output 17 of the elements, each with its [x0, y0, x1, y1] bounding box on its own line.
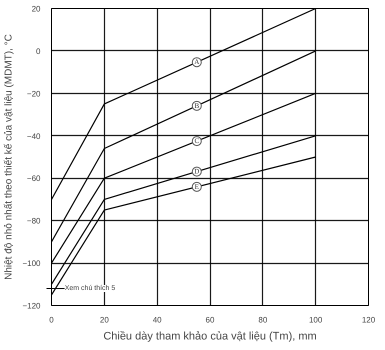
y-tick-label: 20: [32, 4, 42, 14]
y-tick-label: −40: [26, 132, 42, 141]
x-tick-label: 0: [49, 316, 54, 324]
y-tick-label: −60: [26, 174, 42, 184]
x-tick-label: 40: [152, 316, 162, 324]
y-tick-label: −20: [26, 89, 42, 98]
y-tick-label: 0: [36, 46, 42, 56]
y-axis-title: Nhiệt độ nhỏ nhất theo thiết kế của vật liệu (MDMT), °C: [3, 34, 14, 280]
x-tick-label: 100: [308, 316, 323, 324]
x-tick-label: 60: [206, 316, 215, 324]
y-tick-label: −100: [22, 259, 42, 268]
y-tick-label: −80: [26, 216, 42, 226]
x-tick-label: 80: [258, 316, 268, 324]
x-tick-label: 120: [362, 316, 376, 324]
y-tick-label: −120: [22, 302, 42, 310]
x-tick-label: 20: [100, 316, 110, 324]
x-axis-title: Chiều dày tham khảo của vật liệu (Tm), mm: [103, 330, 317, 342]
